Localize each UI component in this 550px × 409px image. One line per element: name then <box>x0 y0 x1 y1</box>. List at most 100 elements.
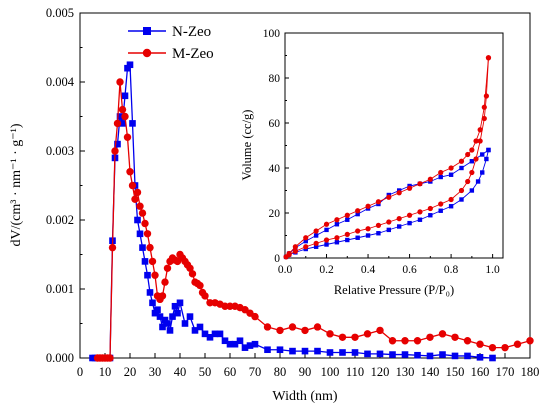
inset-point-m-zeo-desorption <box>448 165 454 171</box>
main-x-tick-label: 170 <box>496 365 515 379</box>
main-point-m-zeo <box>138 209 147 217</box>
inset-point-m-zeo-adsorption <box>386 219 392 225</box>
inset-point-m-zeo-adsorption <box>417 209 423 215</box>
main-x-ticks: 0 10 20 30 40 50 60 70 80 90 100 110 120 130 140 150 160… <box>77 353 539 379</box>
inset-point-m-zeo-desorption <box>465 151 471 158</box>
main-point-n-zeo <box>171 302 179 310</box>
main-point-n-zeo <box>351 349 359 356</box>
main-point-n-zeo <box>364 350 371 358</box>
main-point-n-zeo <box>146 289 154 296</box>
inset-y-tick-label: 60 <box>269 118 281 130</box>
inset-point-m-zeo-desorption <box>473 138 479 144</box>
inset-point-n-zeo-desorption <box>438 174 443 180</box>
main-x-tick-label: 40 <box>174 365 187 379</box>
inset-point-m-zeo-desorption <box>417 181 423 187</box>
main-series <box>89 61 534 362</box>
main-point-n-zeo <box>196 323 204 331</box>
main-point-m-zeo <box>488 343 497 352</box>
main-point-m-zeo <box>106 354 114 362</box>
inset-point-n-zeo-adsorption <box>365 233 371 238</box>
inset-point-n-zeo-desorption <box>313 233 319 238</box>
inset-point-n-zeo-adsorption <box>469 188 475 193</box>
main-point-m-zeo <box>121 112 129 121</box>
main-point-m-zeo <box>151 271 159 279</box>
inset-point-m-zeo-desorption <box>438 169 444 176</box>
main-point-n-zeo <box>136 230 144 238</box>
inset-point-m-zeo-adsorption <box>427 205 433 212</box>
main-point-n-zeo <box>246 342 254 349</box>
main-series-line-n-zeo <box>92 62 493 359</box>
main-point-n-zeo <box>186 313 194 320</box>
inset-point-m-zeo-adsorption <box>375 222 382 228</box>
main-point-m-zeo <box>196 281 204 290</box>
main-x-tick-label: 90 <box>299 365 312 379</box>
legend-label-n-zeo: N-Zeo <box>172 24 211 40</box>
main-point-n-zeo <box>451 352 459 360</box>
main-x-tick-label: 80 <box>274 365 287 379</box>
inset-point-m-zeo-adsorption <box>438 201 444 207</box>
main-point-m-zeo <box>501 343 509 352</box>
main-point-n-zeo <box>169 313 176 320</box>
inset-point-m-zeo-adsorption <box>303 244 309 250</box>
main-y-tick-label: 0.003 <box>46 144 74 158</box>
inset-point-n-zeo-desorption <box>469 159 475 164</box>
inset-y-tick-label: 100 <box>263 28 281 40</box>
main-point-n-zeo <box>174 309 181 317</box>
main-point-n-zeo <box>166 327 174 334</box>
inset-x-tick-label: 0.2 <box>319 264 334 276</box>
main-point-n-zeo <box>326 349 334 356</box>
inset-x-axis-title: Relative Pressure (P/P₀) <box>334 283 454 297</box>
main-point-n-zeo <box>439 351 446 358</box>
main-point-n-zeo <box>156 313 164 320</box>
inset-point-m-zeo-desorption <box>286 250 292 257</box>
main-point-m-zeo <box>351 333 359 341</box>
inset-point-m-zeo-desorption <box>481 104 487 110</box>
main-x-tick-label: 0 <box>77 365 83 379</box>
inset-point-n-zeo-adsorption <box>396 224 402 229</box>
main-point-m-zeo <box>141 219 149 228</box>
main-x-tick-label: 120 <box>371 365 390 379</box>
main-point-n-zeo <box>264 346 271 354</box>
inset-point-m-zeo-desorption <box>355 208 361 214</box>
main-point-n-zeo <box>116 113 124 120</box>
inset-point-n-zeo-desorption <box>334 222 340 227</box>
main-point-n-zeo <box>221 337 229 345</box>
inset-point-n-zeo-adsorption <box>459 197 464 202</box>
inset-point-n-zeo-desorption <box>355 211 360 217</box>
inset-point-m-zeo-adsorption <box>292 248 298 254</box>
inset-point-m-zeo-adsorption <box>344 231 350 237</box>
inset-point-m-zeo-desorption <box>396 190 402 196</box>
main-point-n-zeo <box>464 352 471 360</box>
inset-point-m-zeo-desorption <box>323 221 330 227</box>
inset-point-m-zeo-adsorption <box>365 226 371 232</box>
main-point-m-zeo <box>276 326 284 335</box>
inset-point-n-zeo-adsorption <box>324 242 329 247</box>
main-point-m-zeo <box>313 323 322 331</box>
main-point-m-zeo <box>128 181 137 190</box>
inset-x-tick-label: 0.8 <box>444 264 459 276</box>
main-point-m-zeo <box>118 105 127 114</box>
main-point-m-zeo <box>131 195 139 203</box>
inset-point-m-zeo-desorption <box>406 185 413 191</box>
main-point-m-zeo <box>388 337 397 345</box>
inset-point-n-zeo-desorption <box>486 147 491 153</box>
main-point-n-zeo <box>211 330 219 338</box>
legend-marker-n-zeo <box>143 27 151 35</box>
main-x-tick-label: 140 <box>421 365 440 379</box>
inset-point-n-zeo-desorption <box>324 227 329 233</box>
main-point-n-zeo <box>164 320 171 327</box>
inset-point-n-zeo-adsorption <box>484 156 489 162</box>
main-x-tick-label: 100 <box>321 365 340 379</box>
main-y-tick-label: 0.005 <box>46 6 74 20</box>
main-point-m-zeo <box>161 278 169 286</box>
main-point-m-zeo <box>413 337 422 345</box>
inset-y-tick-label: 20 <box>269 208 281 220</box>
inset-point-m-zeo-desorption <box>458 158 465 164</box>
inset-point-m-zeo-adsorption <box>323 237 330 243</box>
main-point-m-zeo <box>201 292 209 300</box>
inset-point-m-zeo-desorption <box>365 203 371 209</box>
main-x-tick-label: 150 <box>446 365 465 379</box>
inset-point-m-zeo-desorption <box>303 235 309 241</box>
main-point-m-zeo <box>338 333 347 341</box>
